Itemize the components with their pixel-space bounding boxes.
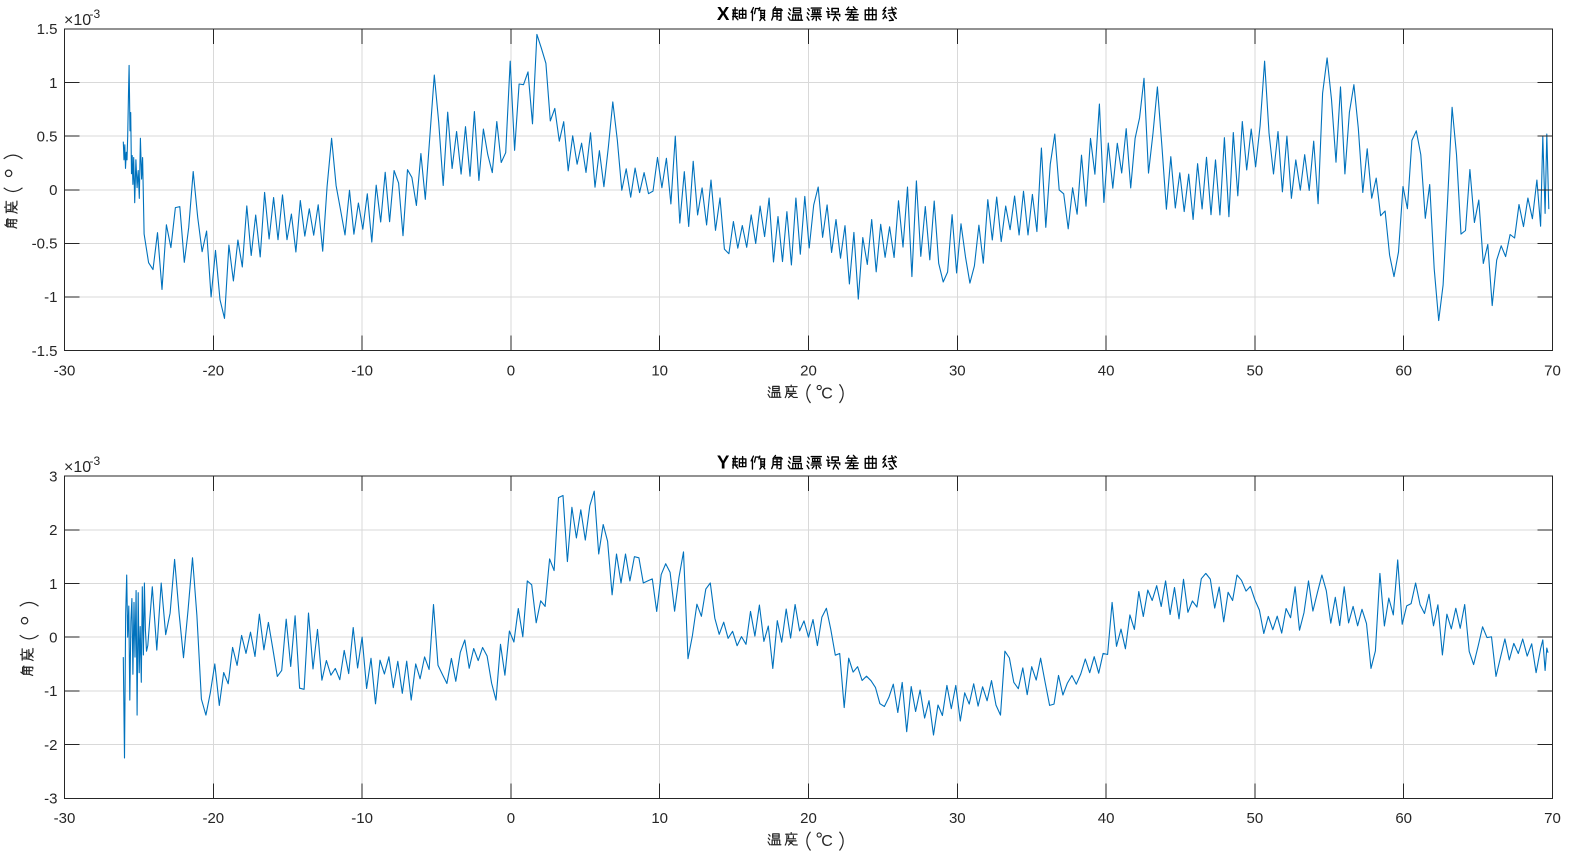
svg-text:60: 60 bbox=[1395, 363, 1412, 380]
svg-text:0: 0 bbox=[507, 363, 515, 380]
svg-text:50: 50 bbox=[1247, 810, 1264, 827]
svg-text:20: 20 bbox=[800, 363, 817, 380]
svg-text:30: 30 bbox=[949, 810, 966, 827]
svg-text:2: 2 bbox=[49, 522, 57, 539]
svg-text:-1: -1 bbox=[44, 289, 57, 306]
svg-text:-10: -10 bbox=[351, 810, 373, 827]
svg-text:-10: -10 bbox=[351, 363, 373, 380]
svg-text:0: 0 bbox=[507, 810, 515, 827]
svg-text:-3: -3 bbox=[90, 7, 101, 21]
svg-text:40: 40 bbox=[1098, 810, 1115, 827]
svg-text:-30: -30 bbox=[54, 363, 76, 380]
svg-text:×10: ×10 bbox=[64, 12, 91, 29]
svg-text:1: 1 bbox=[49, 576, 57, 593]
svg-text:30: 30 bbox=[949, 363, 966, 380]
svg-text:0: 0 bbox=[49, 182, 57, 199]
svg-text:50: 50 bbox=[1247, 363, 1264, 380]
svg-text:0.5: 0.5 bbox=[37, 128, 58, 145]
svg-text:X: X bbox=[717, 3, 730, 24]
svg-text:70: 70 bbox=[1544, 363, 1561, 380]
svg-text:0: 0 bbox=[49, 630, 57, 647]
svg-text:20: 20 bbox=[800, 810, 817, 827]
svg-text:C: C bbox=[821, 386, 833, 403]
svg-text:10: 10 bbox=[651, 810, 668, 827]
svg-text:-1.5: -1.5 bbox=[32, 343, 58, 360]
svg-text:10: 10 bbox=[651, 363, 668, 380]
svg-text:-1: -1 bbox=[44, 683, 57, 700]
svg-text:-3: -3 bbox=[90, 454, 101, 468]
svg-text:-20: -20 bbox=[202, 810, 224, 827]
svg-text:3: 3 bbox=[49, 468, 57, 485]
svg-text:-0.5: -0.5 bbox=[32, 236, 58, 253]
svg-text:-2: -2 bbox=[44, 737, 57, 754]
svg-text:40: 40 bbox=[1098, 363, 1115, 380]
svg-text:Y: Y bbox=[717, 451, 730, 472]
svg-text:C: C bbox=[821, 833, 833, 850]
svg-text:1: 1 bbox=[49, 75, 57, 92]
svg-text:-20: -20 bbox=[202, 363, 224, 380]
svg-text:1.5: 1.5 bbox=[37, 21, 58, 38]
svg-text:-3: -3 bbox=[44, 791, 57, 808]
svg-text:-30: -30 bbox=[54, 810, 76, 827]
svg-text:70: 70 bbox=[1544, 810, 1561, 827]
svg-text:60: 60 bbox=[1395, 810, 1412, 827]
svg-text:×10: ×10 bbox=[64, 459, 91, 476]
